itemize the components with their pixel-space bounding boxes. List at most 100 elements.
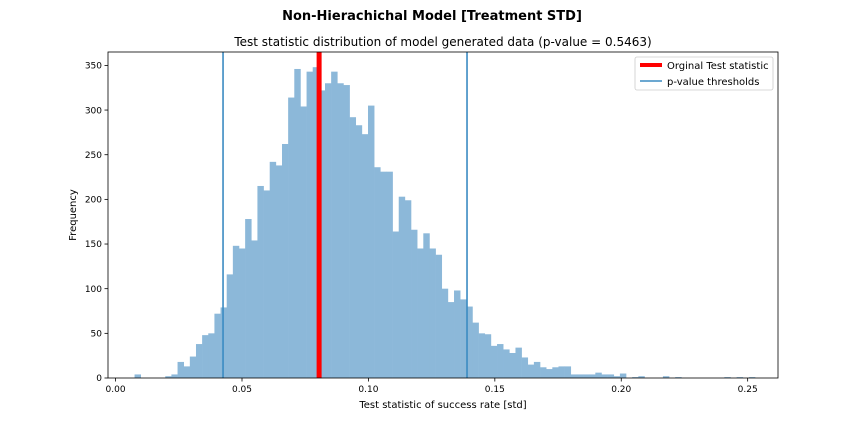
histogram-bar <box>165 376 172 378</box>
histogram-bar <box>490 345 498 378</box>
histogram-bar <box>417 248 424 378</box>
histogram-bar <box>515 347 522 378</box>
histogram-bar <box>134 374 141 378</box>
histogram-bar <box>355 125 363 379</box>
histogram-bar <box>195 344 203 378</box>
histogram-bar <box>589 374 596 378</box>
histogram-bar <box>392 231 400 378</box>
histogram-bar <box>521 357 529 378</box>
histogram-bar <box>343 85 350 379</box>
histogram-bar <box>238 248 246 378</box>
histogram-bar <box>675 377 682 378</box>
histogram-bar <box>183 366 191 378</box>
y-tick-label: 150 <box>85 240 102 250</box>
histogram-bar <box>724 377 731 378</box>
histogram-bar <box>595 372 602 378</box>
x-tick-label: 0.15 <box>485 385 505 395</box>
x-tick-label: 0.20 <box>611 385 631 395</box>
histogram-bar <box>232 245 240 378</box>
histogram-bar <box>607 374 615 378</box>
histogram-bar <box>484 334 492 378</box>
histogram-bar <box>619 373 627 378</box>
histogram-bar <box>374 167 381 378</box>
histogram-bar <box>736 377 744 378</box>
chart-title: Test statistic distribution of model gen… <box>233 35 651 49</box>
histogram-bar <box>398 196 406 378</box>
histogram-bar <box>601 374 608 378</box>
histogram-bar <box>533 361 541 378</box>
histogram-bar <box>540 367 547 378</box>
histogram-bar <box>435 254 443 378</box>
y-tick-label: 200 <box>85 196 102 206</box>
histogram-bar <box>527 364 535 378</box>
histogram-bar <box>497 344 504 378</box>
histogram-bar <box>447 302 455 378</box>
histogram-bar <box>269 161 277 378</box>
histogram-bar <box>251 240 258 378</box>
histogram-bar <box>570 374 578 378</box>
histogram-bar <box>380 171 387 378</box>
histogram-bar <box>368 105 375 378</box>
y-tick-label: 350 <box>85 62 102 72</box>
histogram-bar <box>552 367 559 378</box>
histogram-bar <box>325 83 332 378</box>
histogram-bar <box>202 335 209 378</box>
histogram-bar <box>318 90 326 378</box>
histogram-bar <box>748 377 756 378</box>
plot-frame <box>107 51 779 379</box>
histogram-bar <box>257 185 264 378</box>
histogram-bar <box>177 361 184 378</box>
histogram-bar <box>294 68 301 378</box>
histogram-bar <box>454 290 461 378</box>
histogram-bar <box>564 366 572 378</box>
histogram-bar <box>503 349 510 378</box>
histogram-bar <box>441 288 449 378</box>
histogram-bar <box>306 71 314 379</box>
histogram-bar <box>171 374 178 378</box>
legend-entry-thresholds: p-value thresholds <box>667 77 760 88</box>
y-tick-label: 50 <box>91 330 103 340</box>
y-tick-label: 0 <box>96 374 102 384</box>
histogram-bars <box>134 67 756 379</box>
histogram-bar <box>429 248 436 378</box>
y-tick-label: 100 <box>85 285 102 295</box>
histogram-bar <box>466 306 473 378</box>
histogram-bar <box>282 143 289 378</box>
vertical-lines <box>222 52 468 378</box>
x-tick-label: 0.00 <box>106 385 126 395</box>
histogram-bar <box>208 333 215 378</box>
x-tick-label: 0.25 <box>738 385 758 395</box>
histogram-bar <box>214 313 221 378</box>
y-tick-label: 250 <box>85 151 102 161</box>
figure-suptitle: Non-Hierachichal Model [Treatment STD] <box>282 9 582 24</box>
histogram-bar <box>404 200 412 378</box>
legend: Orginal Test statistic p-value threshold… <box>634 56 774 91</box>
histogram-bar <box>613 376 621 378</box>
histogram-bar <box>263 190 271 378</box>
histogram-bar <box>558 366 565 378</box>
legend-box <box>634 56 774 91</box>
y-axis-ticks: 0 50 100 150 200 250 300 350 <box>85 62 108 384</box>
histogram-bar <box>349 117 357 378</box>
x-axis-label: Test statistic of success rate [std] <box>358 400 526 411</box>
histogram-bar <box>331 71 338 379</box>
histogram-bar <box>288 97 295 379</box>
y-tick-label: 300 <box>85 106 102 116</box>
x-tick-label: 0.05 <box>232 385 252 395</box>
histogram-bar <box>189 356 197 378</box>
histogram-bar <box>386 171 393 378</box>
histogram-bar <box>423 233 430 378</box>
histogram-bar <box>337 83 344 378</box>
legend-entry-original: Orginal Test statistic <box>667 61 769 72</box>
histogram-bar <box>632 377 639 378</box>
histogram-bar <box>509 352 516 378</box>
histogram-bar <box>662 376 670 378</box>
histogram-bar <box>576 374 584 378</box>
histogram-bar <box>460 299 467 378</box>
histogram-bar <box>478 333 486 378</box>
x-tick-label: 0.10 <box>358 385 378 395</box>
y-axis-label: Frequency <box>68 189 79 241</box>
histogram-bar <box>361 134 369 378</box>
histogram-bar <box>300 106 307 378</box>
